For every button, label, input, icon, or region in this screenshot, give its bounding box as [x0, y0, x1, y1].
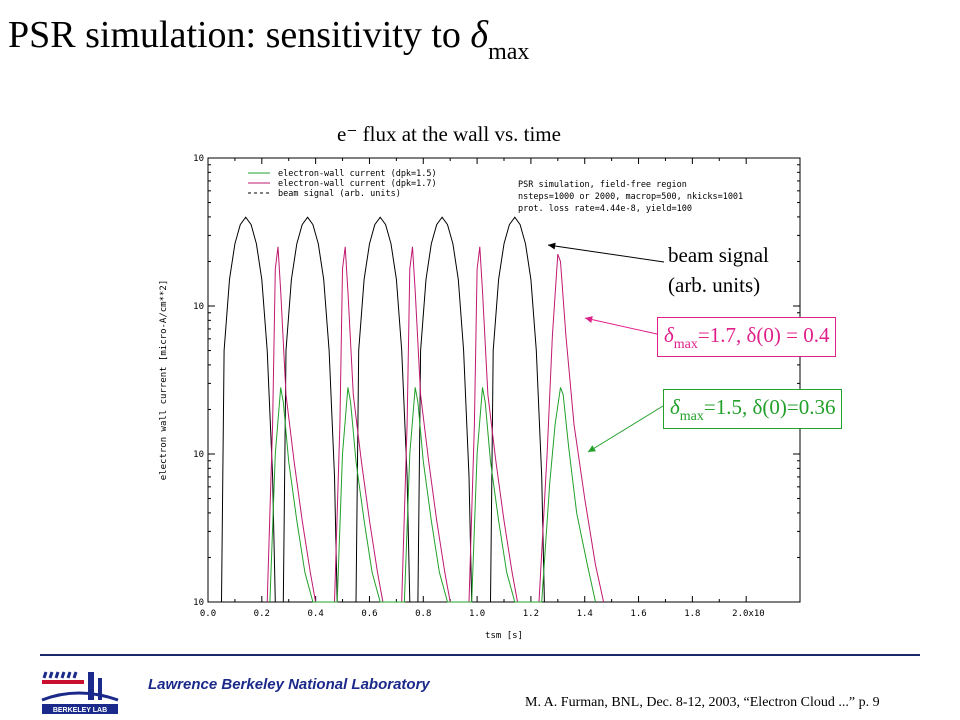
info-text-line: prot. loss rate=4.44e-8, yield=100 [518, 204, 692, 214]
slide-title: PSR simulation: sensitivity to δmax [8, 12, 530, 65]
dpk15-annotation-arrow [587, 405, 664, 453]
x-tick-label: 0.4 [308, 609, 324, 619]
y-axis-label: electron wall current [micro-A/cm**2] [159, 280, 169, 480]
series-beam-signal-line [221, 216, 545, 603]
y-tick-label: 10 [193, 302, 204, 312]
box15-delta: δ [670, 395, 680, 419]
legend-entry: electron-wall current (dpk=1.5) [278, 169, 437, 179]
citation: M. A. Furman, BNL, Dec. 8-12, 2003, “Ele… [525, 695, 880, 710]
x-tick-label: 1.8 [684, 609, 700, 619]
x-tick-label: 1.2 [523, 609, 539, 619]
logo-text: BERKELEY LAB [53, 707, 107, 714]
box15-subscript: max [679, 409, 704, 424]
beam-annotation-line2: (arb. units) [668, 273, 761, 297]
plot-frame [207, 157, 801, 603]
footer-rule [40, 654, 920, 656]
legend-entry: electron-wall current (dpk=1.7) [278, 179, 437, 189]
y-tick-label: 10 [193, 154, 204, 164]
info-text-line: nsteps=1000 or 2000, macrop=500, nkicks=… [518, 192, 743, 202]
x-axis-label: tsm [s] [485, 631, 523, 641]
dpk15-annotation-arrow-head [588, 445, 596, 452]
x-tick-label: 2.0x10 [732, 609, 765, 619]
x-tick-label: 0.0 [200, 609, 216, 619]
x-tick-label: 0.2 [254, 609, 270, 619]
legend-entry: beam signal (arb. units) [278, 189, 401, 199]
series-dpk15-line [269, 387, 596, 603]
annotation-box-dpk15: δmax=1.5, δ(0)=0.36 [663, 389, 843, 429]
beam-annotation-arrow [547, 244, 665, 263]
dpk17-annotation-arrow-head [585, 316, 593, 323]
annotation-box-dpk17: δmax=1.7, δ(0) = 0.4 [657, 317, 837, 357]
x-tick-label: 1.4 [577, 609, 593, 619]
box15-text: =1.5, δ(0)=0.36 [703, 395, 836, 419]
title-subscript: max [488, 39, 530, 65]
beam-annotation-line1: beam signal [668, 243, 769, 267]
info-text-line: PSR simulation, field-free region [518, 180, 687, 190]
chart-subtitle: e⁻ flux at the wall vs. time [337, 122, 561, 146]
series-dpk17-line [266, 246, 605, 603]
y-tick-label: 10 [193, 450, 204, 460]
x-tick-label: 0.6 [361, 609, 377, 619]
x-tick-label: 0.8 [415, 609, 431, 619]
beam-annotation-arrow-head [548, 242, 556, 250]
lab-name: Lawrence Berkeley National Laboratory [148, 676, 430, 693]
x-tick-label: 1.6 [630, 609, 646, 619]
x-tick-label: 1.0 [469, 609, 485, 619]
beam-signal-annotation: beam signal (arb. units) [668, 240, 769, 300]
box17-subscript: max [673, 337, 698, 352]
berkeley-lab-logo: BERKELEY LAB [41, 671, 119, 714]
title-delta-symbol: δ [470, 14, 489, 56]
title-text: PSR simulation: sensitivity to [8, 14, 471, 56]
dpk17-annotation-arrow [584, 317, 658, 335]
box17-delta: δ [664, 323, 674, 347]
y-tick-label: 10 [193, 598, 204, 608]
box17-text: =1.7, δ(0) = 0.4 [697, 323, 830, 347]
